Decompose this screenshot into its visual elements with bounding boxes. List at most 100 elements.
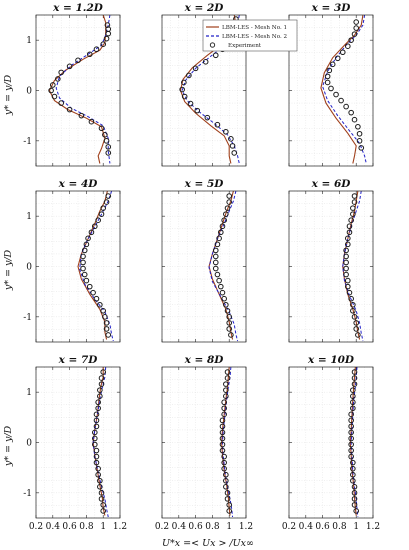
panel-9-experiment-point bbox=[350, 465, 356, 472]
panel-2-experiment-point bbox=[229, 143, 236, 149]
panel-3-title: x = 3D bbox=[311, 2, 352, 14]
panel-1-experiment-point bbox=[51, 93, 58, 100]
panel-9-xtick-label: 1 bbox=[353, 522, 359, 532]
panel-8-xtick-label: 1.2 bbox=[239, 522, 253, 532]
panel-6-experiment-point bbox=[350, 301, 356, 308]
panel-5-experiment-point bbox=[216, 277, 222, 284]
panel-4-experiment-point bbox=[80, 253, 86, 260]
legend: LBM-LES - Mesh No. 1 LBM-LES - Mesh No. … bbox=[202, 19, 298, 52]
panel-9-experiment-point bbox=[348, 411, 354, 418]
panel-5-experiment-point bbox=[223, 211, 229, 217]
panel-9-experiment-point bbox=[351, 381, 358, 387]
panel-7-xtick-label: 0.8 bbox=[79, 522, 94, 532]
panel-9-experiment-point bbox=[350, 387, 356, 393]
panel-9-experiment-point bbox=[348, 429, 354, 436]
panel-3-experiment-point bbox=[324, 73, 331, 80]
panel-7-experiment-point bbox=[92, 435, 98, 442]
panel-3-experiment-point bbox=[343, 103, 349, 110]
panel-8: 0.2 0.4 0.6 0.8 1 1.2 x = 8D bbox=[155, 354, 253, 532]
panels: -1 0 1 x = 1.2D x = 2D x = 3D -1 0 1 x = 4D x = 5D… bbox=[23, 2, 380, 532]
panel-1-experiment-point bbox=[78, 112, 85, 119]
panel-1-experiment-point bbox=[66, 106, 73, 113]
panel-6-experiment-point bbox=[345, 277, 351, 284]
panel-7-experiment-point bbox=[92, 429, 98, 436]
panel-7-experiment-point bbox=[95, 405, 101, 412]
panel-7-xtick-label: 0.6 bbox=[62, 522, 77, 532]
panel-1-experiment-point bbox=[103, 138, 110, 144]
panel-1-ytick-label: 1 bbox=[26, 36, 32, 46]
panel-1-frame bbox=[35, 14, 121, 167]
panel-5-series bbox=[208, 191, 239, 342]
panel-6-experiment-point bbox=[343, 265, 349, 272]
panel-7-experiment-point bbox=[93, 423, 100, 430]
panel-5: x = 5D bbox=[161, 178, 247, 343]
panel-7-experiment-point bbox=[97, 483, 103, 490]
panel-4-experiment-point bbox=[95, 217, 101, 223]
panel-5-experiment-point bbox=[212, 247, 219, 254]
legend-marker-experiment bbox=[209, 42, 216, 48]
panel-2-frame bbox=[161, 14, 247, 167]
panel-8-experiment-point bbox=[221, 465, 227, 472]
panel-6-series bbox=[342, 191, 364, 342]
panel-7-xtick-label: 0.2 bbox=[29, 522, 43, 532]
panel-9-series bbox=[348, 367, 360, 518]
panel-3-experiment-point bbox=[324, 79, 331, 86]
panel-3-experiment-point bbox=[348, 37, 354, 43]
panel-8-xtick-label: 0.6 bbox=[188, 522, 203, 532]
panel-4-experiment-point bbox=[83, 241, 90, 248]
panel-5-experiment-point bbox=[226, 193, 232, 199]
panel-5-experiment-point bbox=[221, 217, 227, 223]
panel-6-title: x = 6D bbox=[311, 178, 352, 190]
panel-4: -1 0 1 x = 4D bbox=[23, 178, 121, 343]
panel-8-experiment-point bbox=[224, 490, 231, 496]
panel-5-experiment-point bbox=[224, 307, 231, 314]
panel-1: -1 0 1 x = 1.2D bbox=[23, 2, 121, 167]
panel-4-experiment-point bbox=[102, 314, 108, 320]
panel-8-xtick-label: 0.2 bbox=[155, 522, 169, 532]
panel-8-xtick-label: 0.8 bbox=[205, 522, 220, 532]
panel-3-experiment-point bbox=[355, 123, 361, 130]
panel-3-experiment-point bbox=[333, 91, 339, 98]
panel-8-experiment-point bbox=[221, 405, 227, 412]
panel-9-experiment-point bbox=[348, 435, 354, 442]
panel-3-experiment-point bbox=[345, 43, 351, 50]
panel-6-experiment-point bbox=[343, 253, 349, 260]
panel-1-experiment-point bbox=[93, 46, 100, 53]
panel-8-experiment-point bbox=[223, 387, 229, 393]
panel-8-experiment-point bbox=[219, 417, 226, 424]
panel-6-experiment-point bbox=[350, 205, 356, 211]
panel-2-experiment-point bbox=[194, 107, 201, 114]
panel-6-experiment-point bbox=[348, 295, 354, 302]
panel-8-series bbox=[219, 367, 234, 518]
panel-6-experiment-point bbox=[353, 326, 360, 332]
panel-7-experiment-point bbox=[98, 375, 105, 381]
panel-2-experiment-point bbox=[186, 72, 192, 79]
panel-7-title: x = 7D bbox=[58, 354, 99, 366]
panel-3-experiment-point bbox=[358, 145, 365, 151]
x-axis-label: U*x =< Ux > /Ux∞ bbox=[162, 538, 254, 549]
panel-8-experiment-point bbox=[224, 375, 231, 381]
panel-7: 0.2 0.4 0.6 0.8 1 1.2 -1 0 1 x = 7D bbox=[23, 354, 127, 532]
panel-5-experiment-point bbox=[224, 205, 231, 211]
panel-6-experiment-point bbox=[345, 235, 351, 242]
panel-8-experiment-point bbox=[219, 423, 226, 430]
panel-4-experiment-point bbox=[105, 193, 112, 199]
panel-1-experiment-point bbox=[58, 100, 65, 106]
panel-4-experiment-point bbox=[97, 301, 103, 308]
panel-4-experiment-point bbox=[80, 265, 86, 272]
panel-7-ytick-label: -1 bbox=[23, 489, 32, 499]
panel-4-experiment-point bbox=[105, 332, 112, 338]
legend-label-mesh2: LBM-LES - Mesh No. 2 bbox=[222, 34, 288, 40]
panel-9-experiment-point bbox=[350, 471, 356, 478]
panel-7-experiment-point bbox=[93, 459, 100, 466]
panel-1-experiment-point bbox=[58, 69, 65, 76]
panel-9-xtick-label: 0.4 bbox=[299, 522, 314, 532]
panel-9-experiment-point bbox=[348, 441, 354, 448]
panel-9-xtick-label: 0.2 bbox=[282, 522, 296, 532]
panel-3-experiment-point bbox=[356, 138, 363, 144]
panel-9-experiment-point bbox=[350, 477, 356, 484]
panel-7-experiment-point bbox=[100, 508, 106, 514]
panel-1-line-mesh1 bbox=[48, 15, 107, 164]
panel-6-experiment-point bbox=[353, 320, 360, 326]
panel-6-experiment-point bbox=[350, 307, 356, 314]
